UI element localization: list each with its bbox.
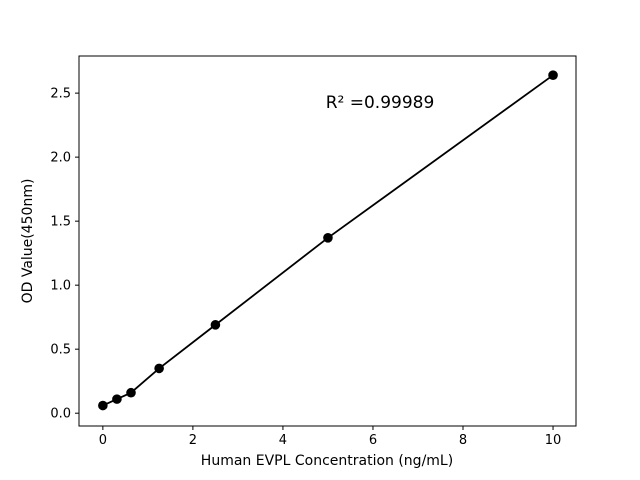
x-tick-label: 6 [369, 433, 377, 448]
y-axis-ticks: 0.0 0.5 1.0 1.5 2.0 2.5 [50, 87, 79, 422]
y-tick-label: 2.0 [50, 151, 71, 166]
data-point [154, 363, 164, 374]
y-tick-label: 1.0 [50, 279, 71, 294]
x-axis-label: Human EVPL Concentration (ng/mL) [201, 453, 453, 469]
data-point [548, 70, 558, 81]
y-axis-label: OD Value(450nm) [20, 179, 36, 304]
y-tick-label: 2.5 [50, 87, 71, 102]
x-tick-label: 2 [189, 433, 197, 448]
data-point [126, 387, 136, 398]
plot-frame [78, 55, 577, 427]
y-tick-label: 0.5 [50, 343, 71, 358]
data-point [98, 400, 108, 411]
r-squared-annotation: R² =0.99989 [326, 93, 435, 113]
data-point [323, 232, 333, 243]
data-point [210, 320, 221, 330]
x-tick-label: 0 [99, 433, 107, 448]
x-tick-label: 8 [459, 433, 467, 448]
data-series [98, 70, 558, 411]
data-point [112, 394, 122, 404]
y-tick-label: 0.0 [50, 407, 71, 422]
x-tick-label: 4 [279, 433, 287, 448]
y-tick-label: 1.5 [50, 215, 71, 230]
x-axis-ticks: 0 2 4 6 8 10 [99, 426, 562, 448]
x-tick-label: 10 [545, 433, 562, 448]
